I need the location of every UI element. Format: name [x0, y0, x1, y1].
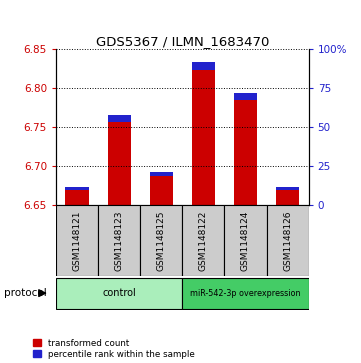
- Text: GSM1148123: GSM1148123: [115, 210, 123, 271]
- Bar: [65, 190, 88, 205]
- Text: miR-542-3p overexpression: miR-542-3p overexpression: [190, 289, 301, 298]
- Bar: [266, 205, 309, 276]
- Bar: [234, 94, 257, 100]
- Text: GSM1148121: GSM1148121: [73, 210, 82, 271]
- Title: GDS5367 / ILMN_1683470: GDS5367 / ILMN_1683470: [96, 35, 269, 48]
- Text: control: control: [102, 288, 136, 298]
- Text: GSM1148122: GSM1148122: [199, 210, 208, 271]
- Text: GSM1148125: GSM1148125: [157, 210, 166, 271]
- Bar: [108, 122, 131, 205]
- Bar: [56, 278, 182, 309]
- Bar: [192, 62, 215, 70]
- Text: GSM1148126: GSM1148126: [283, 210, 292, 271]
- Bar: [225, 205, 266, 276]
- Bar: [192, 70, 215, 205]
- Bar: [182, 205, 225, 276]
- Bar: [140, 205, 182, 276]
- Bar: [108, 115, 131, 122]
- Bar: [276, 190, 299, 205]
- Bar: [65, 187, 88, 190]
- Bar: [150, 172, 173, 176]
- Bar: [98, 205, 140, 276]
- Bar: [234, 100, 257, 205]
- Bar: [56, 205, 98, 276]
- Bar: [150, 176, 173, 205]
- Bar: [276, 187, 299, 190]
- Bar: [182, 278, 309, 309]
- Text: protocol: protocol: [4, 288, 46, 298]
- Text: GSM1148124: GSM1148124: [241, 210, 250, 271]
- Legend: transformed count, percentile rank within the sample: transformed count, percentile rank withi…: [33, 339, 195, 359]
